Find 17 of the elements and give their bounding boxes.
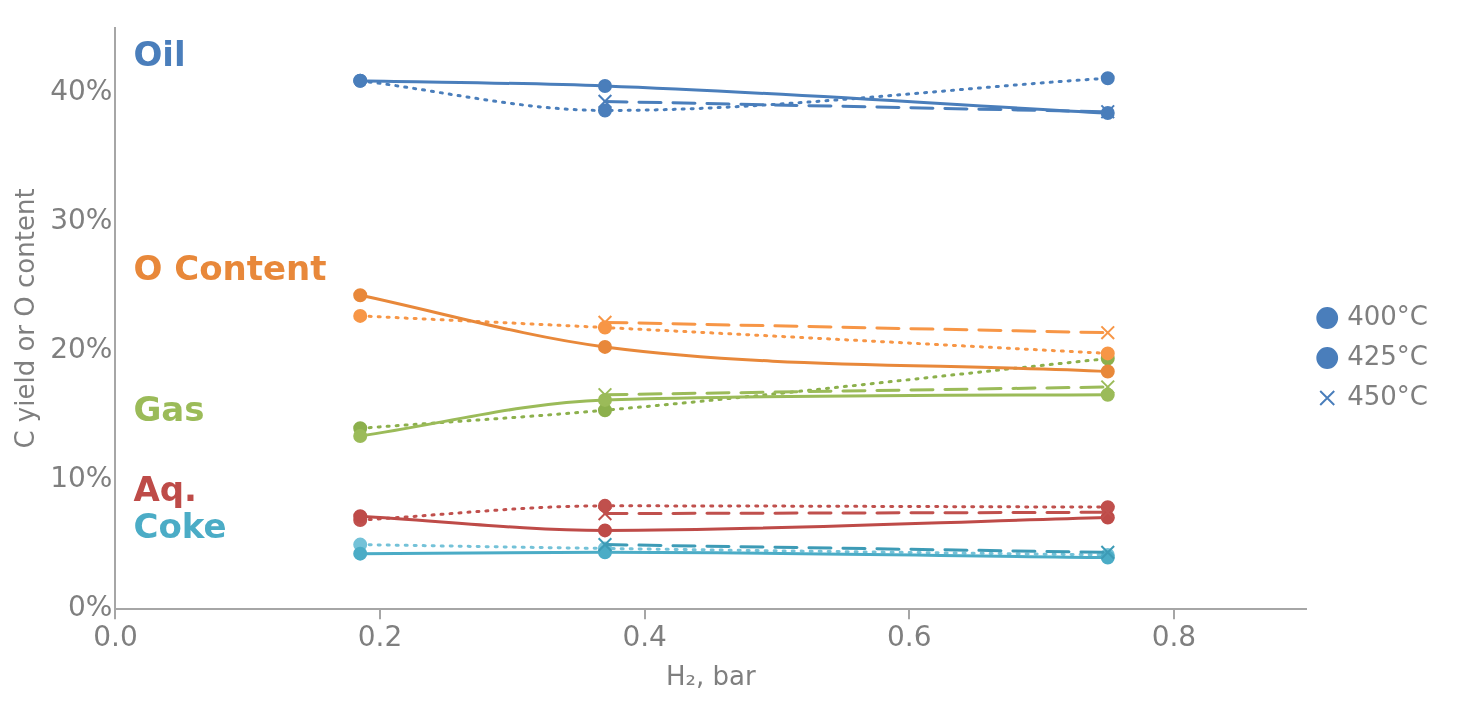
annotation: Gas bbox=[133, 388, 205, 429]
x-tick-label: 0.4 bbox=[622, 620, 667, 654]
y-axis-title: C yield or O content bbox=[10, 188, 41, 449]
legend-label: 425°C bbox=[1347, 340, 1428, 371]
y-tick-label: 20% bbox=[50, 332, 113, 366]
x-tick-label: 0.8 bbox=[1151, 620, 1197, 654]
legend-label: 400°C bbox=[1347, 300, 1428, 331]
y-tick-label: 40% bbox=[50, 73, 113, 107]
legend-label: 450°C bbox=[1347, 380, 1428, 411]
x-axis-title: H₂, bar bbox=[666, 661, 756, 692]
annotation: O Content bbox=[133, 248, 327, 289]
x-tick-label: 0.2 bbox=[357, 620, 403, 654]
y-tick-label: 30% bbox=[50, 202, 113, 236]
x-tick-label: 0.6 bbox=[887, 620, 932, 654]
y-tick-label: 10% bbox=[50, 461, 113, 495]
annotation: Oil bbox=[133, 33, 186, 74]
annotation: Aq. bbox=[133, 469, 198, 509]
